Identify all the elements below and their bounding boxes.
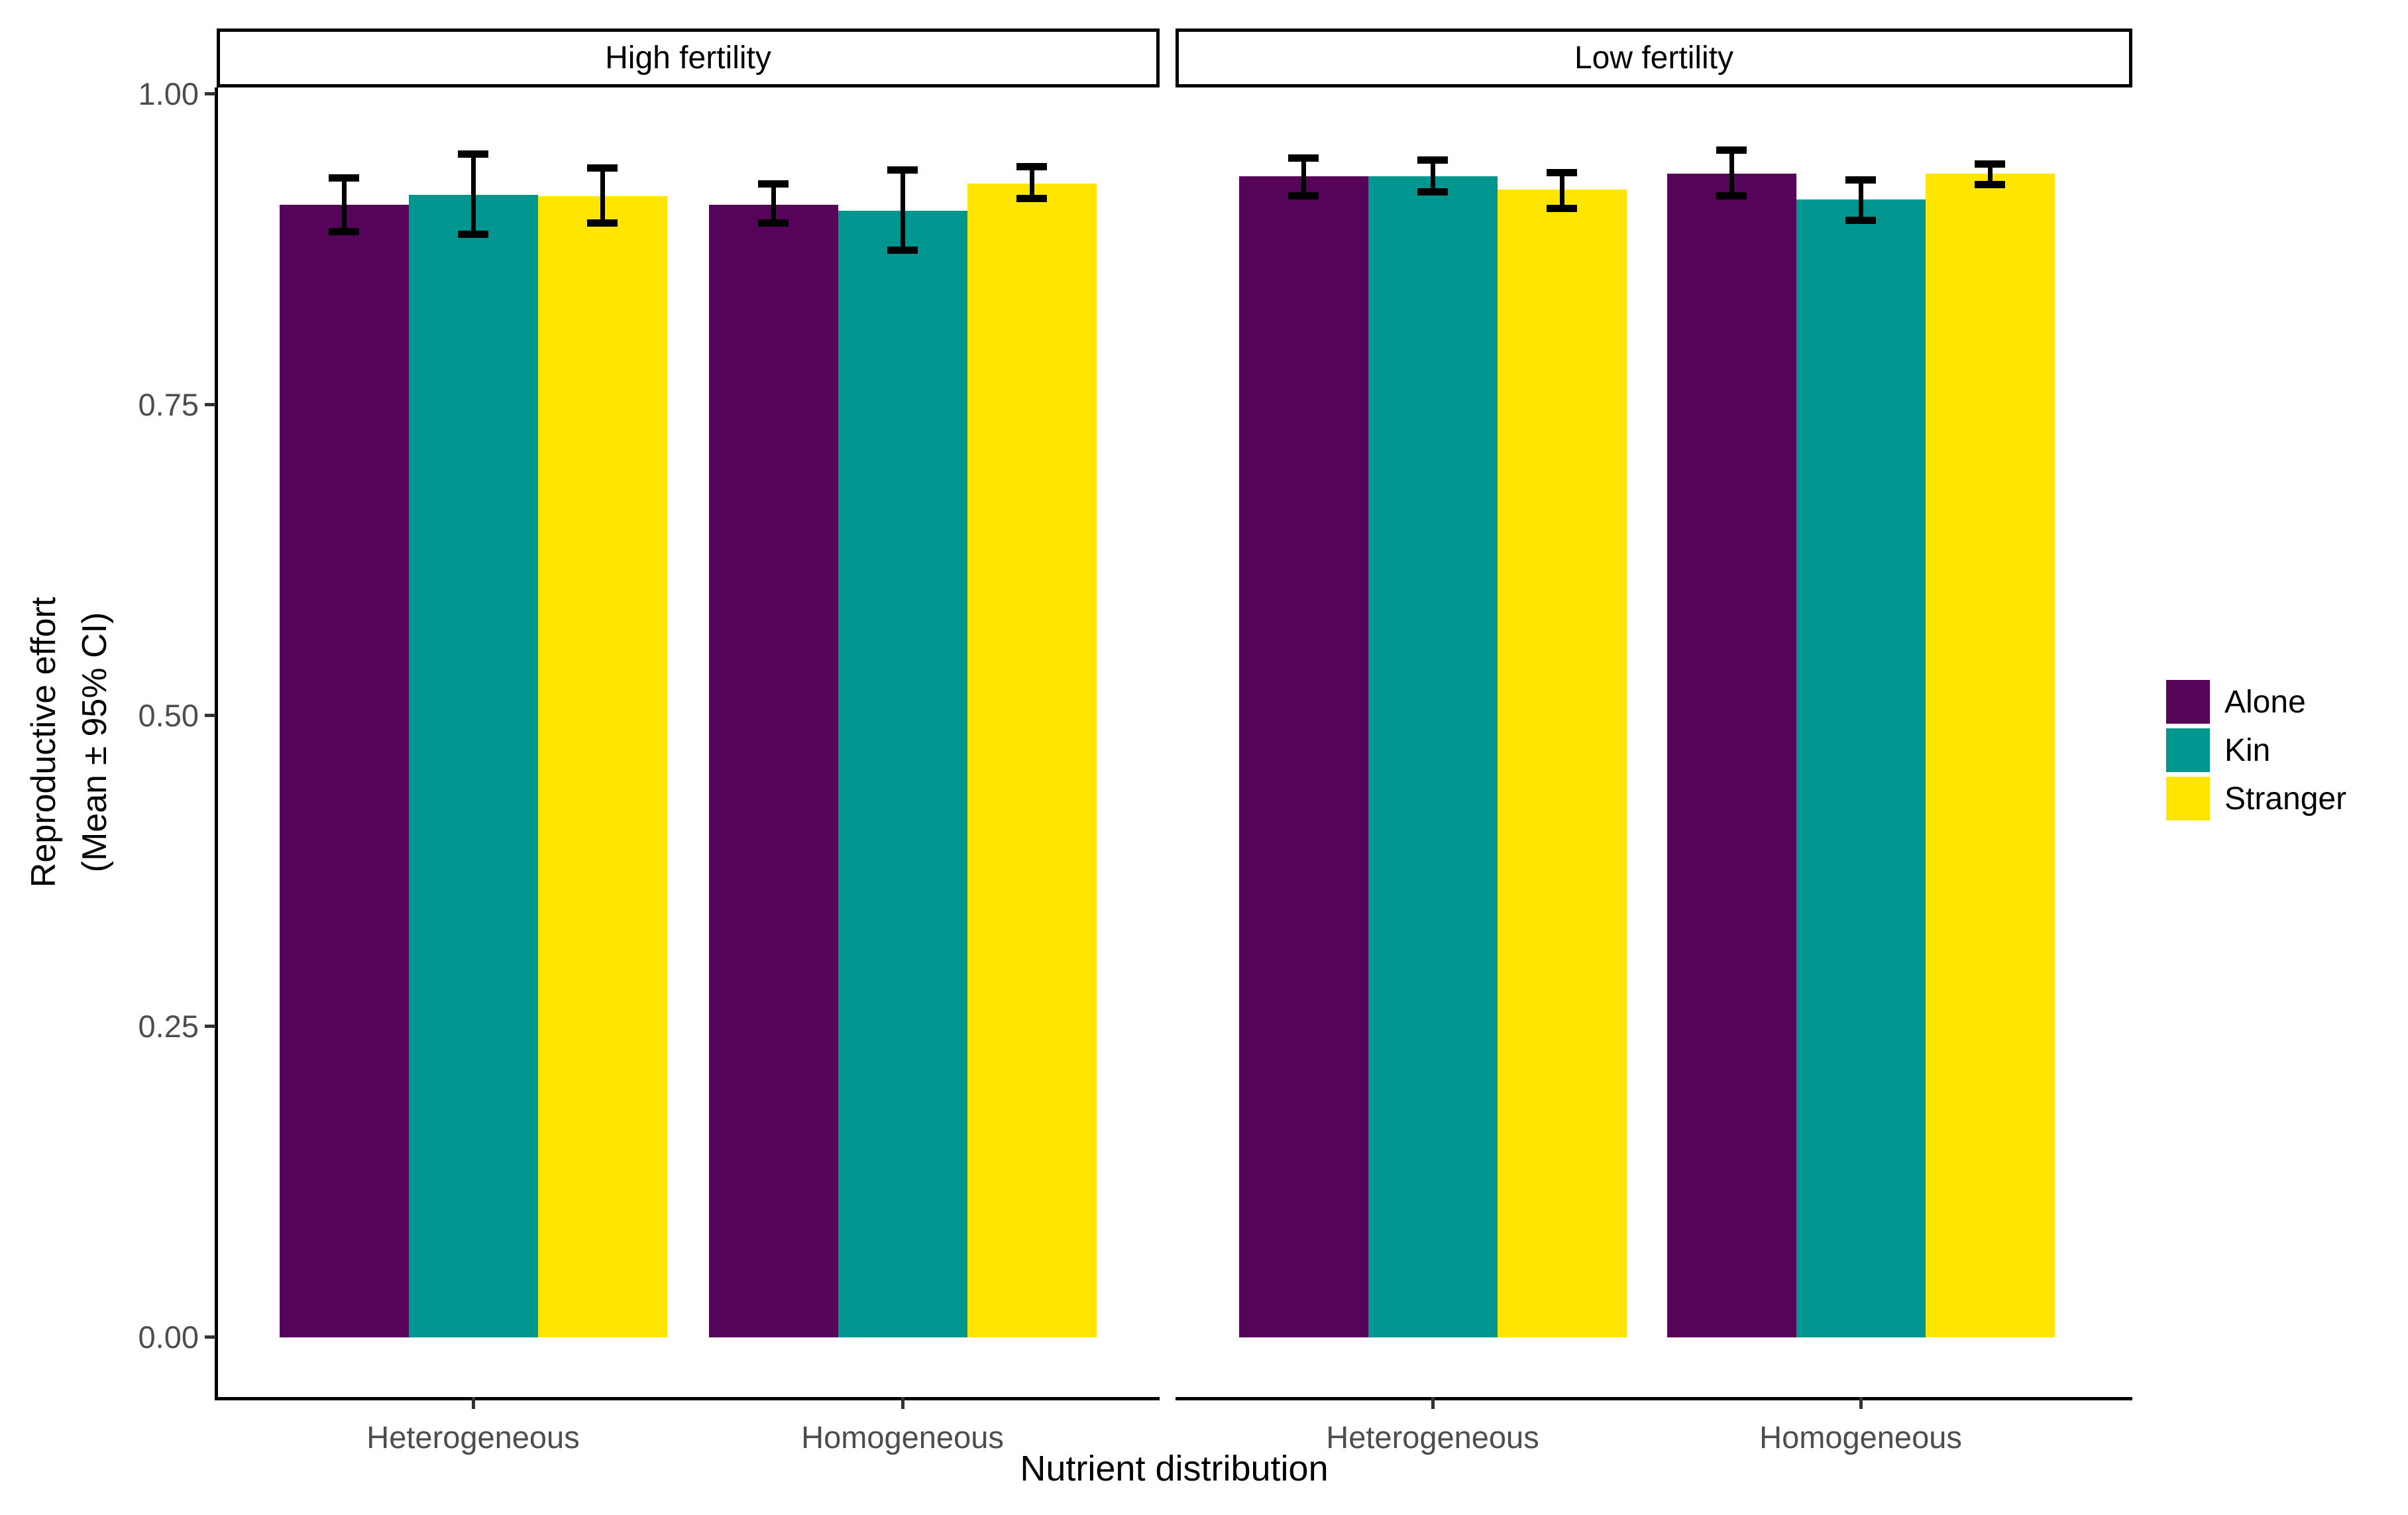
legend-swatch-kin — [2166, 728, 2210, 772]
y-tick-mark — [205, 92, 215, 95]
y-tick-label: 1.00 — [138, 76, 199, 111]
error-bar-low-fertility-heterogeneous-kin-cap-bottom — [1417, 188, 1448, 196]
bar-low-fertility-heterogeneous-kin — [1368, 176, 1498, 1337]
error-bar-low-fertility-homogeneous-kin-cap-top — [1845, 176, 1876, 184]
y-tick-label: 0.00 — [138, 1319, 199, 1355]
error-bar-high-fertility-homogeneous-alone-stem — [771, 184, 776, 223]
bar-high-fertility-homogeneous-alone — [708, 205, 838, 1337]
bar-high-fertility-heterogeneous-alone — [279, 205, 409, 1337]
error-bar-low-fertility-heterogeneous-alone-cap-bottom — [1288, 192, 1319, 199]
legend-swatch-stranger — [2166, 777, 2210, 820]
error-bar-low-fertility-homogeneous-kin-stem — [1859, 180, 1863, 221]
x-tick-label: Homogeneous — [1759, 1420, 1962, 1455]
error-bar-low-fertility-heterogeneous-kin-stem — [1431, 160, 1435, 192]
error-bar-low-fertility-heterogeneous-stranger-cap-bottom — [1547, 205, 1577, 212]
error-bar-low-fertility-heterogeneous-alone-cap-top — [1288, 154, 1319, 162]
y-tick-mark — [205, 1335, 215, 1339]
error-bar-high-fertility-heterogeneous-alone-cap-top — [329, 174, 359, 182]
error-bar-low-fertility-homogeneous-kin-cap-bottom — [1845, 217, 1876, 224]
error-bar-high-fertility-homogeneous-stranger-cap-top — [1016, 163, 1047, 170]
bar-low-fertility-heterogeneous-alone — [1238, 176, 1368, 1337]
x-tick-mark — [1431, 1397, 1435, 1409]
y-tick-mark — [205, 1025, 215, 1028]
legend-label: Stranger — [2224, 781, 2347, 816]
legend-item-kin: Kin — [2166, 728, 2346, 772]
y-axis-title: Reproductive effort (Mean ± 95% CI) — [19, 278, 121, 1206]
error-bar-high-fertility-homogeneous-kin-stem — [901, 170, 905, 251]
bar-low-fertility-homogeneous-stranger — [1925, 174, 2055, 1337]
x-tick-label: Heterogeneous — [366, 1420, 580, 1455]
x-tick-mark — [472, 1397, 475, 1409]
y-axis-title-line2: (Mean ± 95% CI) — [76, 612, 114, 873]
error-bar-high-fertility-heterogeneous-kin-cap-top — [458, 150, 488, 158]
x-tick-label: Heterogeneous — [1326, 1420, 1539, 1455]
bar-high-fertility-heterogeneous-stranger — [537, 196, 667, 1337]
error-bar-high-fertility-homogeneous-kin-cap-bottom — [887, 247, 918, 254]
bar-low-fertility-homogeneous-kin — [1796, 199, 1926, 1337]
error-bar-low-fertility-heterogeneous-kin-cap-top — [1417, 156, 1448, 164]
error-bar-high-fertility-homogeneous-alone-cap-top — [758, 180, 789, 188]
bar-high-fertility-heterogeneous-kin — [408, 195, 538, 1337]
error-bar-high-fertility-heterogeneous-alone-cap-bottom — [329, 228, 359, 235]
legend-item-stranger: Stranger — [2166, 777, 2346, 820]
error-bar-low-fertility-homogeneous-alone-cap-bottom — [1716, 192, 1747, 199]
error-bar-low-fertility-homogeneous-stranger-cap-bottom — [1975, 181, 2005, 188]
x-tick-mark — [901, 1397, 904, 1409]
y-axis-line — [215, 87, 218, 1400]
legend-label: Kin — [2224, 732, 2271, 768]
legend-item-alone: Alone — [2166, 680, 2346, 724]
facet-strip-high-fertility: High fertility — [217, 28, 1160, 87]
bar-high-fertility-homogeneous-kin — [838, 211, 967, 1337]
facet-strip-label: Low fertility — [1574, 40, 1734, 76]
bar-high-fertility-homogeneous-stranger — [967, 184, 1097, 1337]
error-bar-low-fertility-homogeneous-stranger-stem — [1988, 164, 1993, 185]
error-bar-low-fertility-homogeneous-alone-cap-top — [1716, 146, 1747, 154]
x-axis-title: Nutrient distribution — [1020, 1449, 1329, 1488]
y-tick-mark — [205, 714, 215, 717]
error-bar-low-fertility-homogeneous-stranger-cap-top — [1975, 160, 2005, 168]
error-bar-high-fertility-homogeneous-alone-cap-bottom — [758, 219, 789, 227]
legend-swatch-alone — [2166, 680, 2210, 724]
error-bar-high-fertility-heterogeneous-kin-cap-bottom — [458, 231, 488, 238]
error-bar-low-fertility-homogeneous-alone-stem — [1729, 150, 1734, 196]
x-axis-line-panel1 — [215, 1397, 1160, 1400]
error-bar-low-fertility-heterogeneous-stranger-cap-top — [1547, 169, 1577, 176]
error-bar-high-fertility-homogeneous-stranger-stem — [1030, 166, 1034, 199]
bar-low-fertility-homogeneous-alone — [1667, 174, 1796, 1337]
error-bar-high-fertility-homogeneous-kin-cap-top — [887, 166, 918, 174]
error-bar-high-fertility-homogeneous-stranger-cap-bottom — [1016, 195, 1047, 202]
error-bar-high-fertility-heterogeneous-stranger-cap-top — [587, 164, 618, 172]
legend: Alone Kin Stranger — [2166, 680, 2346, 825]
x-tick-mark — [1859, 1397, 1863, 1409]
error-bar-high-fertility-heterogeneous-stranger-cap-bottom — [587, 219, 618, 227]
error-bar-high-fertility-heterogeneous-stranger-stem — [600, 168, 605, 223]
legend-label: Alone — [2224, 684, 2306, 720]
y-tick-label: 0.25 — [138, 1009, 199, 1044]
y-tick-mark — [205, 403, 215, 406]
error-bar-low-fertility-heterogeneous-stranger-stem — [1560, 172, 1564, 209]
facet-strip-label: High fertility — [605, 40, 771, 76]
error-bar-high-fertility-heterogeneous-alone-stem — [342, 178, 347, 232]
facet-strip-low-fertility: Low fertility — [1176, 28, 2132, 87]
error-bar-high-fertility-heterogeneous-kin-stem — [471, 154, 476, 235]
x-axis-line-panel2 — [1176, 1397, 2132, 1400]
y-tick-label: 0.50 — [138, 698, 199, 733]
x-tick-label: Homogeneous — [801, 1420, 1004, 1455]
bar-low-fertility-heterogeneous-stranger — [1497, 190, 1627, 1337]
y-axis-title-line1: Reproductive effort — [25, 596, 63, 888]
y-tick-label: 0.75 — [138, 387, 199, 422]
error-bar-low-fertility-heterogeneous-alone-stem — [1301, 158, 1306, 196]
